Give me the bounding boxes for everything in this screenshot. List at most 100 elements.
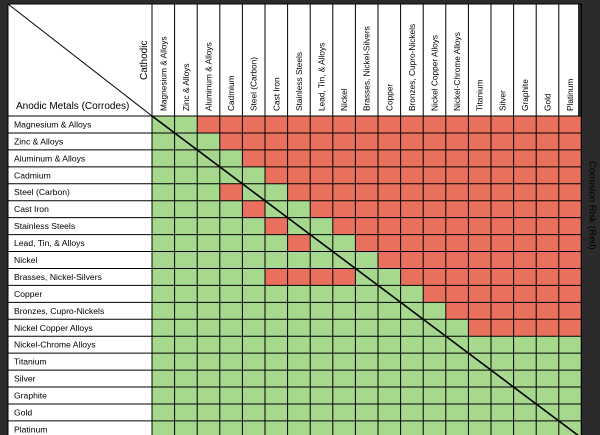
header-corner-divider (7, 3, 153, 117)
heat-cell (445, 420, 469, 435)
heat-cell (219, 285, 243, 303)
heat-cell (242, 370, 265, 388)
heat-cell (378, 116, 401, 133)
heat-cell (423, 268, 446, 286)
heat-cell (174, 319, 198, 337)
heat-cell (468, 132, 491, 150)
heat-cell (378, 370, 401, 388)
heat-cell (536, 149, 559, 167)
heat-cell (378, 251, 401, 269)
heat-cell (152, 132, 175, 150)
heat-cell (174, 166, 198, 184)
heat-cell (536, 166, 559, 184)
heat-cell (265, 403, 288, 421)
heat-cell (287, 268, 311, 286)
heat-cell (558, 285, 582, 303)
heat-cell (536, 268, 559, 286)
heat-cell (423, 302, 446, 320)
heat-cell (536, 200, 559, 218)
heat-cell (491, 183, 514, 201)
heat-cell (355, 370, 378, 388)
heat-cell (513, 149, 537, 167)
heat-cell (174, 285, 198, 303)
heat-cell (445, 302, 469, 320)
heat-cell (152, 268, 175, 286)
column-label: Nickel Copper Alloys (430, 35, 440, 111)
heat-cell (242, 285, 265, 303)
heat-cell (558, 166, 582, 184)
heat-cell (242, 268, 265, 286)
heat-cell (310, 217, 333, 235)
heat-cell (355, 387, 378, 404)
column-label: Nickel (339, 88, 349, 111)
heat-cell (491, 166, 514, 184)
heat-cell (287, 166, 311, 184)
heat-cell (423, 217, 446, 235)
heat-cell (310, 353, 333, 371)
heat-cell (310, 387, 333, 404)
heat-cell (558, 319, 582, 337)
heat-cell (242, 336, 265, 354)
heat-cell (310, 302, 333, 320)
heat-cell (491, 319, 514, 337)
row-label: Titanium (14, 357, 47, 367)
heat-cell (513, 251, 537, 269)
heat-cell (242, 200, 265, 218)
heat-cell (219, 234, 243, 252)
heat-cell (445, 285, 469, 303)
heat-cell (536, 132, 559, 150)
heat-cell (152, 166, 175, 184)
heat-cell (355, 234, 378, 252)
heat-cell (468, 251, 491, 269)
heat-cell (332, 403, 356, 421)
heat-cell (355, 336, 378, 354)
heat-cell (558, 200, 582, 218)
heat-cell (265, 285, 288, 303)
heat-cell (513, 268, 537, 286)
heat-cell (445, 183, 469, 201)
heat-cell (558, 149, 582, 167)
heat-cell (468, 234, 491, 252)
heat-cell (265, 353, 288, 371)
heat-cell (332, 234, 356, 252)
heat-cell (265, 183, 288, 201)
heat-cell (400, 217, 424, 235)
column-label: Zinc & Alloys (181, 64, 191, 112)
heat-cell (445, 353, 469, 371)
heat-cell (378, 302, 401, 320)
row-label: Stainless Steels (14, 221, 75, 231)
heat-cell (265, 149, 288, 167)
heat-cell (468, 285, 491, 303)
heat-cell (378, 166, 401, 184)
heat-cell (468, 149, 491, 167)
column-label: Aluminum & Alloys (204, 42, 214, 111)
heat-cell (400, 149, 424, 167)
heat-cell (174, 149, 198, 167)
heat-cell (445, 319, 469, 337)
heat-cell (536, 116, 559, 133)
heat-cell (174, 116, 198, 133)
heat-cell (513, 319, 537, 337)
heat-cell (310, 403, 333, 421)
heat-cell (174, 336, 198, 354)
heat-cell (445, 251, 469, 269)
heat-cell (355, 353, 378, 371)
heat-cell (558, 302, 582, 320)
heat-cell (491, 420, 514, 435)
heat-cell (468, 116, 491, 133)
heat-cell (219, 132, 243, 150)
heat-cell (378, 403, 401, 421)
heat-cell (219, 116, 243, 133)
heat-cell (265, 166, 288, 184)
heat-cell (491, 200, 514, 218)
heat-cell (423, 336, 446, 354)
column-label: Cadmium (226, 75, 236, 111)
heat-cell (152, 285, 175, 303)
heat-cell (355, 403, 378, 421)
heat-cell (332, 116, 356, 133)
heat-cell (219, 217, 243, 235)
heat-cell (445, 166, 469, 184)
heat-cell (558, 217, 582, 235)
heat-cell (445, 132, 469, 150)
heat-cell (265, 217, 288, 235)
